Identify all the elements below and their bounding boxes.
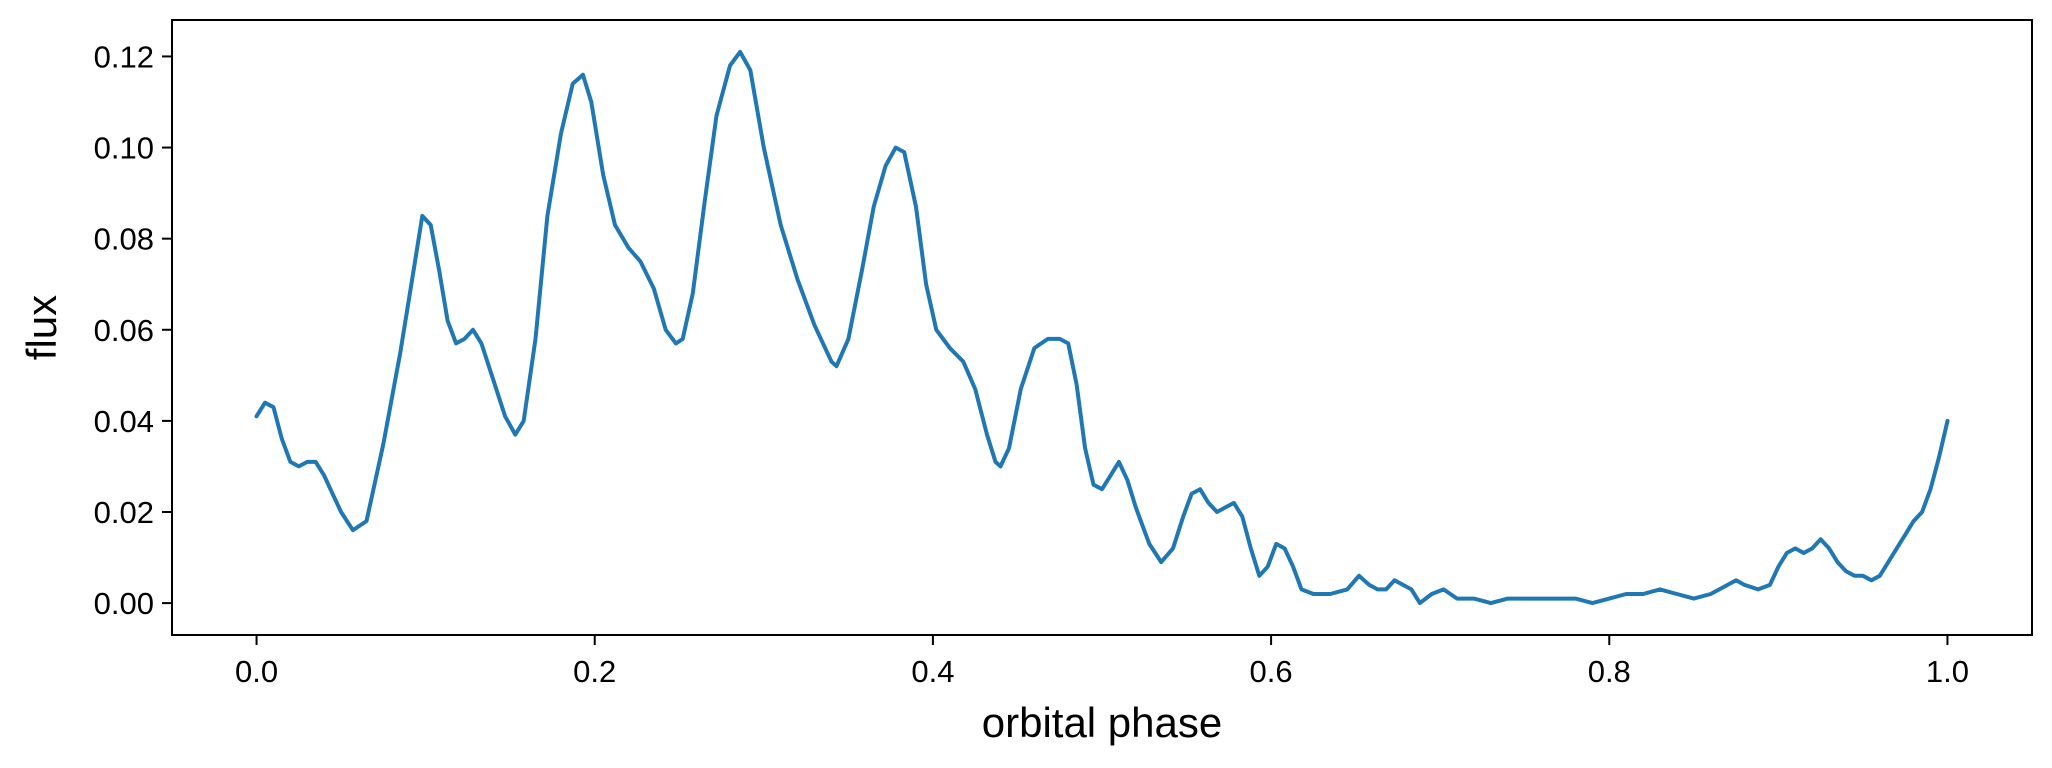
y-axis-ticks: 0.00 0.02 0.04 0.06 0.08 0.10 0.12 — [94, 39, 172, 621]
y-axis-label: flux — [18, 295, 65, 360]
x-tick-label: 0.6 — [1250, 654, 1293, 689]
y-tick-label: 0.06 — [94, 313, 154, 348]
y-tick-label: 0.00 — [94, 586, 154, 621]
x-tick-label: 0.0 — [235, 654, 278, 689]
plot-frame — [171, 19, 2033, 636]
y-tick-label: 0.02 — [94, 495, 154, 530]
x-tick-label: 0.2 — [573, 654, 616, 689]
x-tick-label: 1.0 — [1926, 654, 1969, 689]
series-layer — [254, 49, 1950, 606]
x-tick-label: 0.8 — [1588, 654, 1631, 689]
y-tick-label: 0.10 — [94, 131, 154, 166]
flux-series-line — [254, 49, 1950, 606]
x-axis-label: orbital phase — [982, 699, 1223, 746]
y-tick-label: 0.04 — [94, 404, 154, 439]
y-tick-label: 0.12 — [94, 39, 154, 74]
x-tick-label: 0.4 — [911, 654, 954, 689]
y-tick-label: 0.08 — [94, 222, 154, 257]
x-axis-ticks: 0.0 0.2 0.4 0.6 0.8 1.0 — [235, 635, 1969, 689]
